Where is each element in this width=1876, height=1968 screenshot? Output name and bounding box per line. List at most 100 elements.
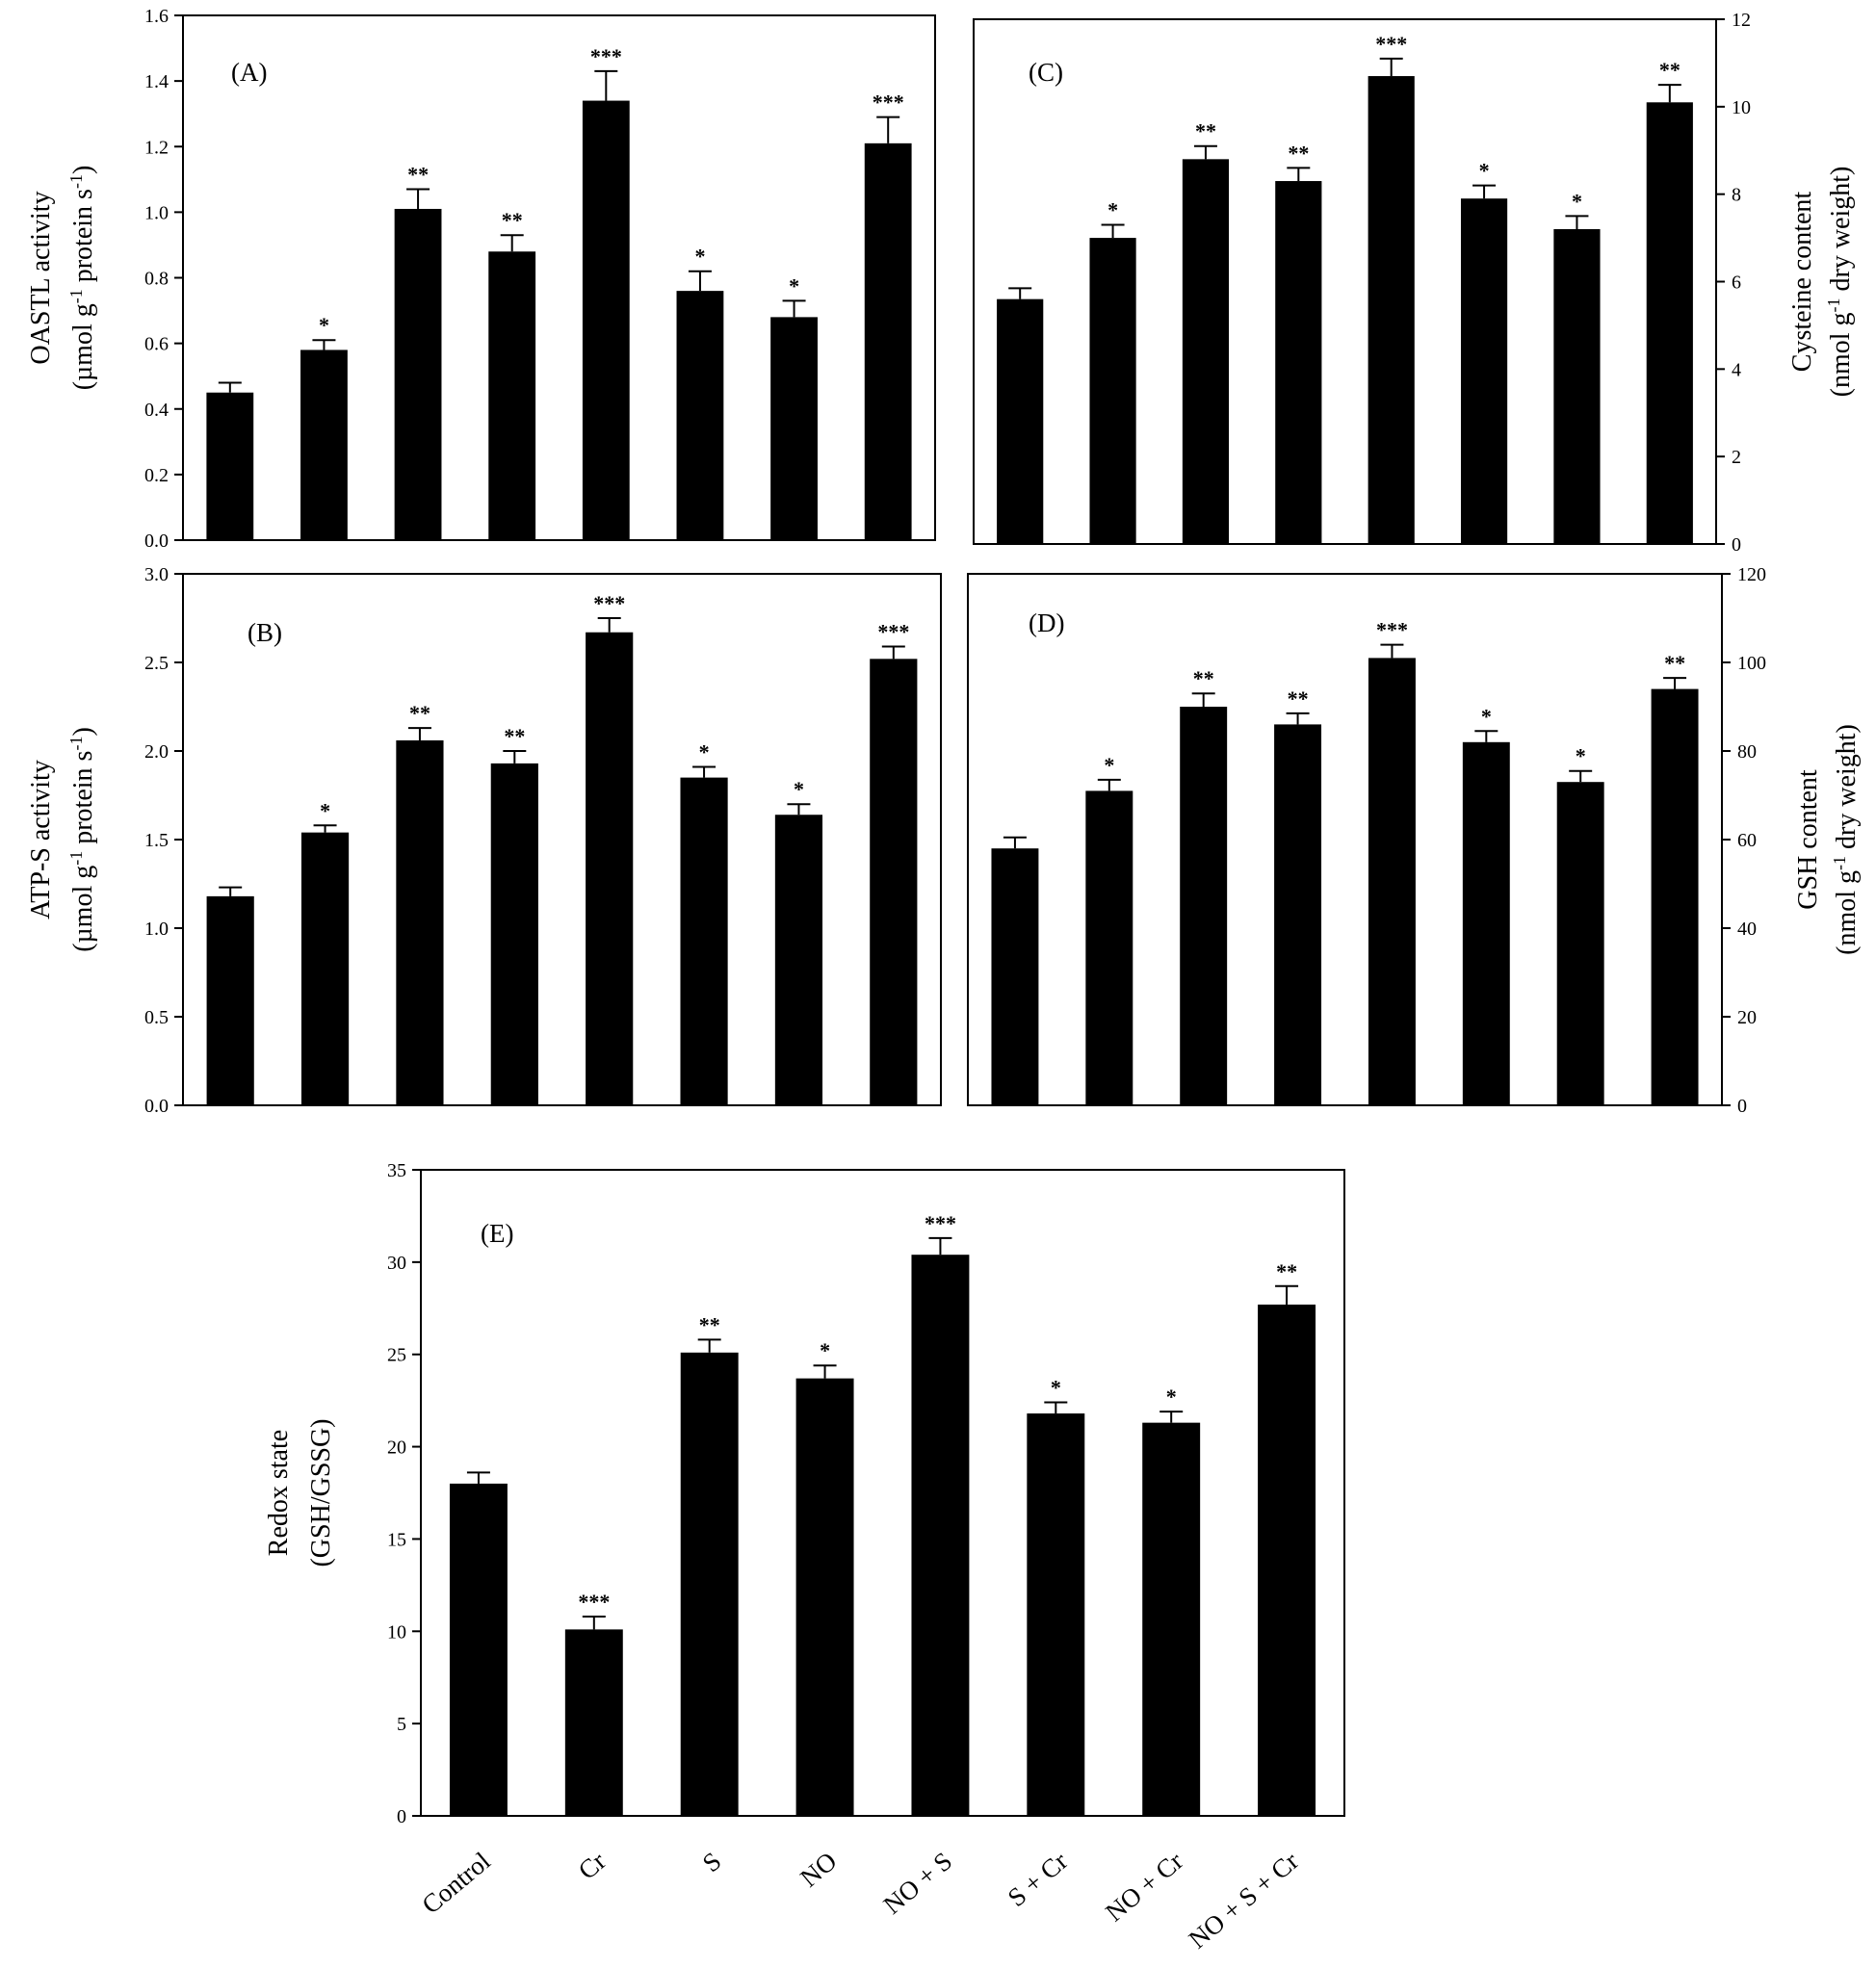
bar xyxy=(206,392,254,540)
y-axis-title: Redox state xyxy=(264,1430,294,1556)
unit-superscript: -1 xyxy=(1824,298,1843,312)
y-tick-label: 0.4 xyxy=(144,400,169,421)
significance-label: ** xyxy=(1664,651,1685,675)
y-tick-label: 30 xyxy=(387,1253,406,1274)
category-label: S + Cr xyxy=(1003,1847,1073,1912)
y-tick-label: 10 xyxy=(387,1621,406,1643)
y-axis-title: OASTL activity xyxy=(26,191,56,364)
unit-text: (nmol g xyxy=(1832,870,1862,955)
bar xyxy=(394,208,442,540)
bar xyxy=(1553,229,1601,544)
y-tick-label: 5 xyxy=(397,1714,406,1735)
bar xyxy=(1258,1304,1316,1816)
y-axis-unit: (nmol g-1 dry weight) xyxy=(1830,724,1862,955)
plot-frame xyxy=(182,573,942,1106)
bar xyxy=(1651,688,1699,1105)
panel-label: (A) xyxy=(231,58,267,87)
significance-label: *** xyxy=(877,619,909,643)
significance-label: * xyxy=(1104,753,1114,777)
bar xyxy=(1182,159,1230,545)
y-tick-label: 1.4 xyxy=(144,71,169,92)
significance-label: * xyxy=(320,798,330,822)
y-tick-label: 2 xyxy=(1732,447,1741,468)
unit-text: (µmol g xyxy=(68,303,98,390)
significance-label: ** xyxy=(1288,686,1309,711)
bar xyxy=(1089,238,1136,545)
y-axis-title: Cysteine content xyxy=(1787,192,1817,373)
significance-label: ** xyxy=(1193,666,1214,690)
bar xyxy=(1368,658,1416,1105)
significance-label: * xyxy=(1576,744,1586,768)
significance-label: *** xyxy=(578,1590,610,1614)
unit-superscript: -1 xyxy=(66,174,86,189)
bar xyxy=(300,350,348,540)
unit-text: (nmol g xyxy=(1826,312,1856,397)
plot-frame xyxy=(182,14,936,541)
significance-label: ** xyxy=(1195,119,1216,143)
bar xyxy=(676,291,724,540)
unit-text: dry weight) xyxy=(1832,724,1862,856)
y-axis-title: GSH content xyxy=(1793,769,1823,910)
bar xyxy=(795,1378,854,1816)
y-tick-label: 8 xyxy=(1732,185,1741,206)
y-tick-label: 10 xyxy=(1732,97,1751,118)
plot-frame xyxy=(420,1169,1345,1817)
y-tick-label: 1.0 xyxy=(144,202,169,223)
bar xyxy=(1027,1413,1085,1816)
category-label: NO + Cr xyxy=(1100,1847,1188,1928)
significance-label: ** xyxy=(409,701,430,725)
y-tick-label: 6 xyxy=(1732,272,1741,294)
bar xyxy=(1142,1422,1201,1816)
bar xyxy=(997,298,1044,544)
significance-label: * xyxy=(319,313,329,337)
significance-label: * xyxy=(694,245,705,269)
plot-frame xyxy=(973,18,1717,545)
y-tick-label: 0 xyxy=(397,1806,406,1827)
panel-a: 0.00.20.40.60.81.01.21.41.6(A)**********… xyxy=(26,6,936,552)
bar xyxy=(911,1255,970,1816)
panel-label: (D) xyxy=(1029,609,1064,637)
category-label: Cr xyxy=(573,1847,612,1885)
panel-b: 0.00.51.01.52.02.53.0(B)*************ATP… xyxy=(26,564,942,1117)
significance-label: ** xyxy=(1659,58,1681,82)
unit-superscript: -1 xyxy=(1830,856,1849,870)
y-tick-label: 0 xyxy=(1732,534,1741,556)
bar xyxy=(680,777,728,1105)
panel-label: (C) xyxy=(1029,58,1063,87)
y-tick-label: 0.0 xyxy=(144,1096,169,1117)
significance-label: ** xyxy=(504,724,525,748)
unit-superscript: -1 xyxy=(66,737,86,751)
y-axis-title: ATP-S activity xyxy=(26,760,56,919)
y-tick-label: 20 xyxy=(1737,1007,1757,1028)
unit-superscript: -1 xyxy=(66,851,86,866)
unit-text: protein s xyxy=(68,189,98,289)
category-label: Control xyxy=(416,1847,495,1920)
category-label: NO xyxy=(795,1847,842,1893)
unit-text: dry weight) xyxy=(1826,167,1856,298)
significance-label: * xyxy=(1481,704,1492,728)
bar xyxy=(1460,198,1508,545)
unit-text: ) xyxy=(68,727,98,736)
bar xyxy=(586,632,634,1105)
y-tick-label: 15 xyxy=(387,1529,406,1550)
category-label: NO + S xyxy=(878,1847,958,1920)
bar xyxy=(1556,782,1604,1105)
y-tick-label: 1.0 xyxy=(144,919,169,940)
y-tick-label: 0.6 xyxy=(144,334,169,355)
bar xyxy=(300,832,350,1105)
y-tick-label: 0 xyxy=(1737,1096,1747,1117)
y-axis-unit: (µmol g-1 protein s-1) xyxy=(66,166,98,391)
significance-label: * xyxy=(1572,189,1582,213)
bar xyxy=(449,1483,508,1816)
y-tick-label: 0.5 xyxy=(144,1007,169,1028)
y-axis-unit: (µmol g-1 protein s-1) xyxy=(66,727,98,952)
bar xyxy=(396,739,444,1105)
y-tick-label: 20 xyxy=(387,1437,406,1459)
y-tick-label: 1.5 xyxy=(144,830,169,851)
bar xyxy=(206,895,254,1105)
panel-label: (B) xyxy=(248,618,282,647)
y-tick-label: 60 xyxy=(1737,830,1757,851)
